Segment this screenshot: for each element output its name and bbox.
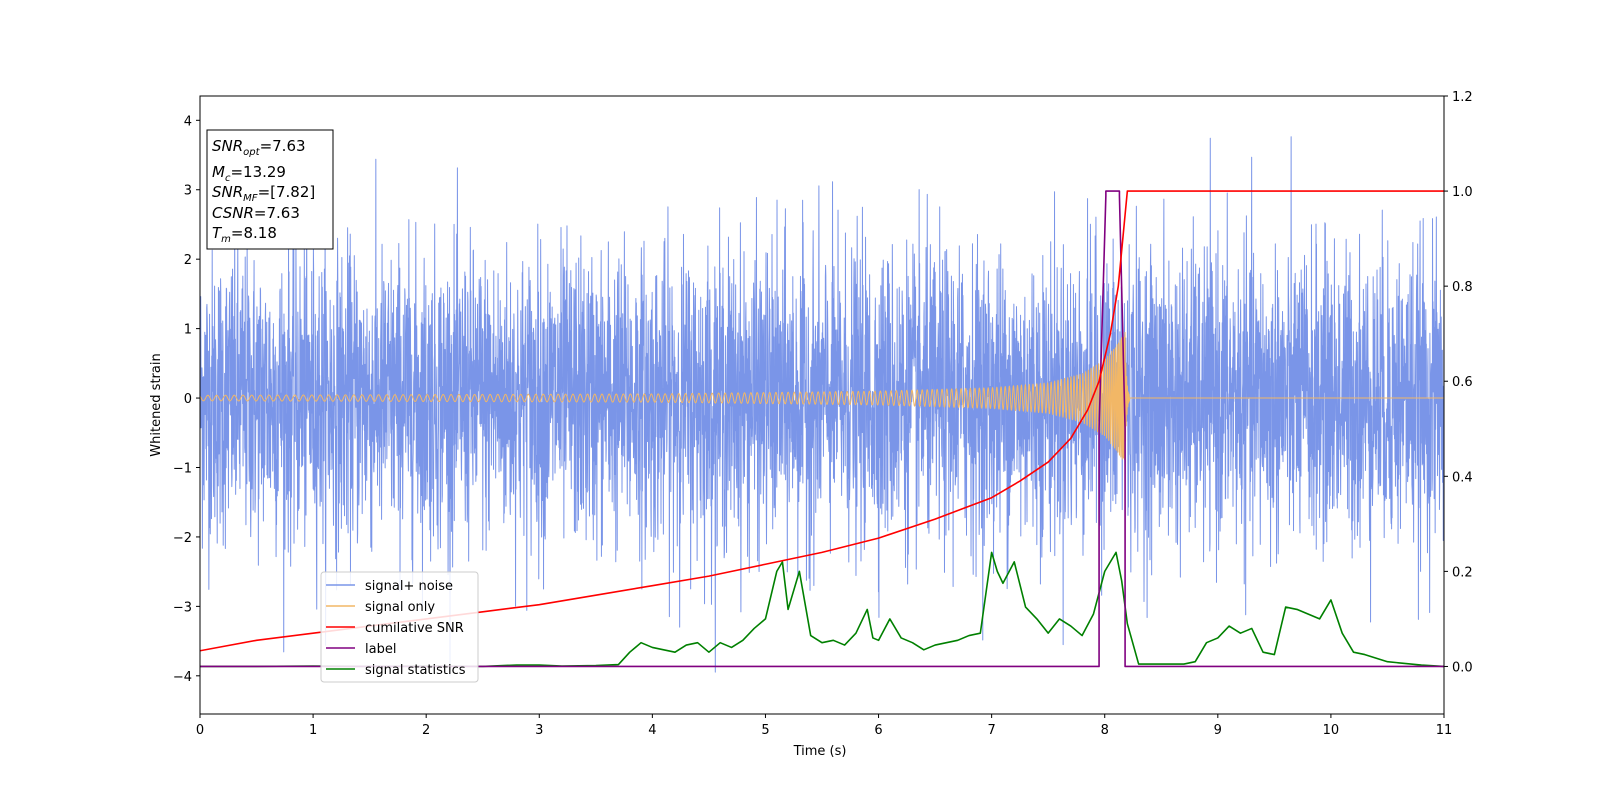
y-tick-label: −1	[173, 461, 192, 476]
x-tick-label: 9	[1214, 723, 1222, 738]
signal-plus-noise-trace	[200, 136, 1444, 677]
legend-label: signal statistics	[365, 663, 466, 678]
y2-tick-label: 0.0	[1452, 660, 1473, 675]
label-trace	[200, 190, 1444, 668]
x-axis: 0 1 2 3 4 5 6 7 8 9 10 11	[196, 714, 1452, 738]
snr-mf-text: SNRMF=[7.82]	[212, 183, 315, 204]
label-line	[200, 190, 1444, 668]
y-tick-label: −2	[173, 531, 192, 546]
legend-label: signal+ noise	[365, 579, 453, 594]
legend-label: label	[365, 642, 396, 657]
mc-text: Mc=13.29	[212, 163, 286, 184]
y2-tick-label: 0.2	[1452, 565, 1473, 580]
x-tick-label: 4	[648, 723, 656, 738]
signal-statistics-trace	[200, 551, 1444, 668]
x-tick-label: 8	[1101, 723, 1109, 738]
x-tick-label: 11	[1436, 723, 1453, 738]
y2-tick-label: 1.0	[1452, 185, 1473, 200]
legend-label: signal only	[365, 600, 435, 615]
tm-text: Tm=8.18	[212, 224, 277, 245]
y-axis-left: −4 −3 −2 −1 0 1 2 3 4	[173, 114, 200, 685]
legend: signal+ noise signal only cumilative SNR la…	[320, 571, 479, 683]
signal-only-trace	[200, 331, 1444, 460]
y2-tick-label: 0.8	[1452, 280, 1473, 295]
x-axis-label: Time (s)	[793, 744, 847, 759]
signal-statistics-line	[200, 551, 1444, 668]
x-tick-label: 3	[535, 723, 543, 738]
x-tick-label: 7	[987, 723, 995, 738]
snr-opt-text: SNRopt=7.63	[212, 137, 306, 158]
info-textbox: SNRopt=7.63 Mc=13.29 SNRMF=[7.82] CSNR=7…	[206, 129, 334, 250]
y-tick-label: 3	[184, 184, 192, 199]
signal-only-line	[200, 331, 1444, 460]
csnr-text: CSNR=7.63	[212, 204, 300, 222]
x-tick-label: 2	[422, 723, 430, 738]
y-tick-label: −3	[173, 600, 192, 615]
x-tick-label: 10	[1323, 723, 1340, 738]
x-tick-label: 5	[761, 723, 769, 738]
y-tick-label: 2	[184, 253, 192, 268]
x-tick-label: 1	[309, 723, 317, 738]
y-tick-label: 0	[184, 392, 192, 407]
y-tick-label: 1	[184, 323, 192, 338]
signal-plus-noise-line	[200, 136, 1444, 677]
y-tick-label: 4	[184, 114, 192, 129]
legend-label: cumilative SNR	[365, 621, 464, 636]
x-tick-label: 6	[874, 723, 882, 738]
y-axis-label: Whitened strain	[149, 353, 164, 456]
y-axis-right: 0.0 0.2 0.4 0.6 0.8 1.0 1.2	[1444, 90, 1473, 675]
x-tick-label: 0	[196, 723, 204, 738]
plot-frame	[199, 95, 1445, 715]
y-tick-label: −4	[173, 670, 192, 685]
y2-tick-label: 1.2	[1452, 90, 1473, 105]
y2-tick-label: 0.6	[1452, 375, 1473, 390]
y2-tick-label: 0.4	[1452, 470, 1473, 485]
